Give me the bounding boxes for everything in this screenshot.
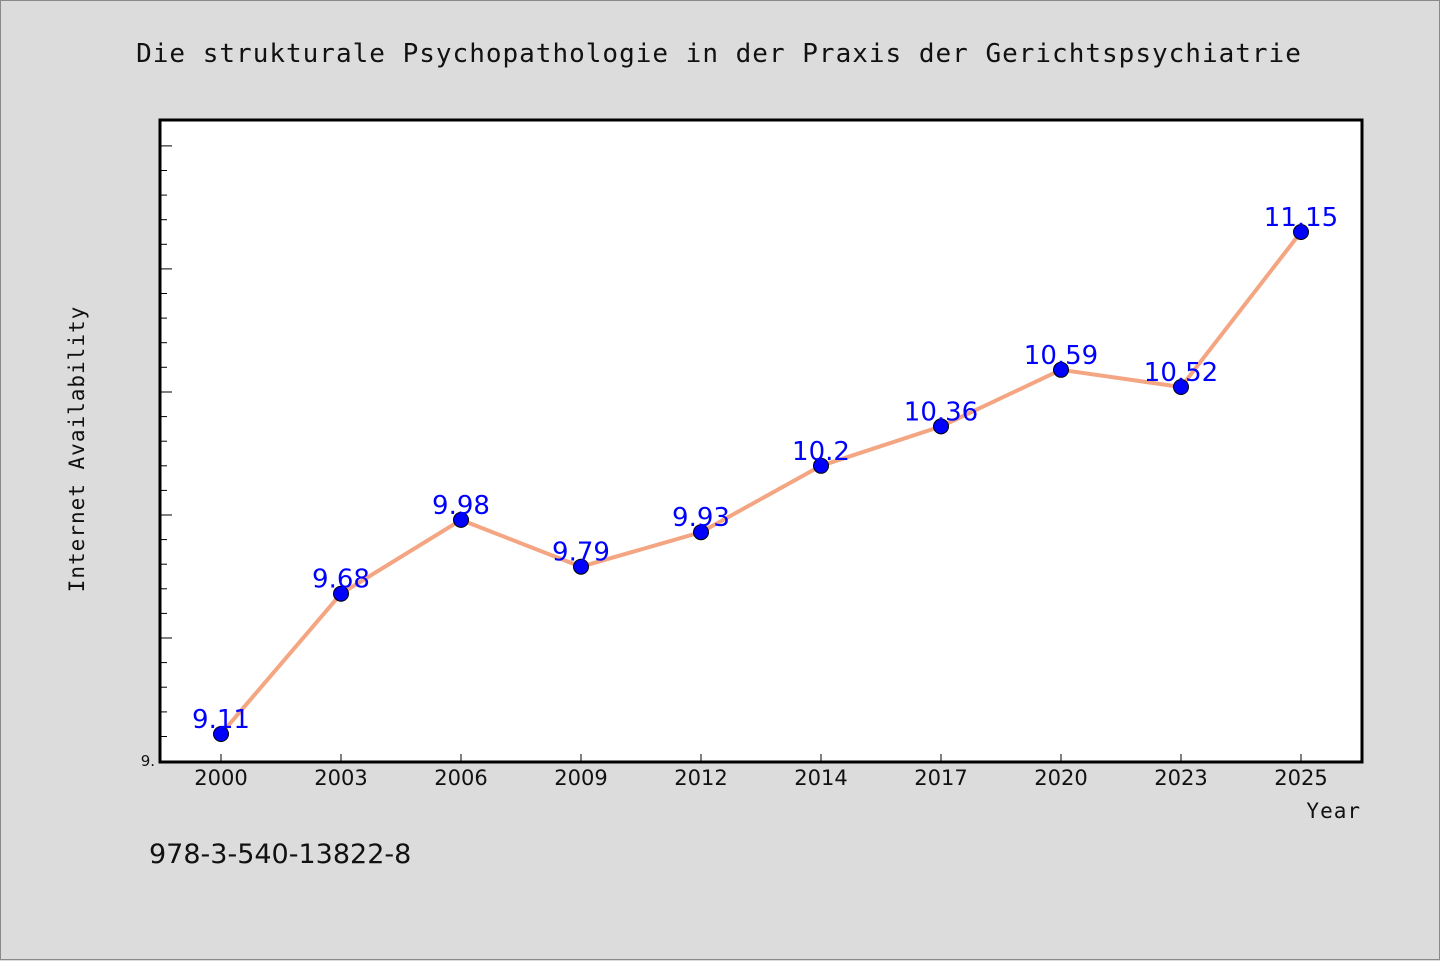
- data-point: [573, 558, 589, 575]
- y-axis-ticks: 9.: [141, 145, 172, 770]
- data-label: 11.15: [1264, 203, 1338, 233]
- x-tick-label: 2003: [314, 766, 367, 790]
- plot-area: [158, 118, 1364, 764]
- x-tick-label: 2009: [554, 766, 607, 790]
- x-tick-label: 2020: [1034, 766, 1087, 790]
- x-tick-label: 2023: [1154, 766, 1207, 790]
- data-label: 10.52: [1144, 358, 1218, 388]
- data-label: 10.36: [904, 397, 978, 427]
- data-point: [693, 524, 709, 541]
- data-point: [213, 726, 229, 742]
- y-tick-label: 9.: [141, 752, 155, 770]
- data-label: 10.2: [792, 437, 850, 467]
- x-tick-label: 2017: [914, 766, 967, 790]
- data-point: [1293, 224, 1309, 240]
- x-axis-label: Year: [1306, 799, 1361, 823]
- data-point: [1053, 361, 1069, 378]
- data-point: [813, 457, 829, 474]
- x-tick-label: 2000: [194, 766, 247, 790]
- data-label: 9.98: [432, 491, 490, 521]
- x-tick-label: 2025: [1274, 766, 1327, 790]
- y-axis-label: Internet Availability: [65, 306, 89, 593]
- isbn-note: 978-3-540-13822-8: [149, 839, 411, 870]
- x-tick-label: 2012: [674, 766, 727, 790]
- x-tick-label: 2014: [794, 766, 847, 790]
- series-layer: 9.11 9.68 9.98 9.79 9.93 10.2 10.36 10.59 10.52 1…: [192, 203, 1338, 742]
- series-line: [219, 230, 1303, 736]
- data-label: 9.93: [672, 503, 730, 533]
- chart-title: Die strukturale Psychopathologie in der …: [136, 39, 1302, 69]
- data-label: 9.68: [312, 565, 370, 595]
- data-point: [1173, 379, 1189, 395]
- data-label: 9.79: [552, 538, 610, 568]
- data-point: [333, 585, 349, 602]
- data-point: [933, 418, 949, 435]
- data-point: [453, 511, 469, 528]
- x-tick-label: 2006: [434, 766, 487, 790]
- data-label: 9.11: [192, 705, 250, 735]
- x-axis-ticks: 2000 2003 2006 2009 2012 2014 2017 2020 2023 2025: [194, 754, 1328, 790]
- data-label: 10.59: [1024, 341, 1098, 371]
